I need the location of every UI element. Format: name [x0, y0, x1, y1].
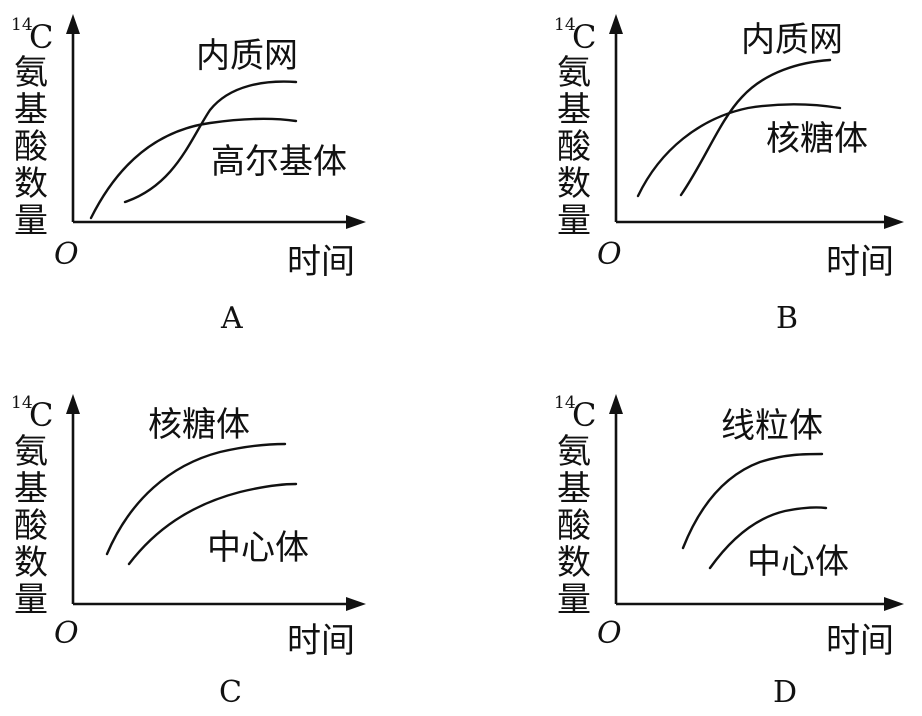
- panel-c-ylabel-c: C: [29, 396, 53, 434]
- panel-b-ylabel-char-4: 数: [557, 164, 591, 204]
- panel-d-ylabel-char-4: 数: [557, 543, 591, 583]
- panel-c-curve-label-1: 核糖体: [148, 405, 250, 445]
- panel-b-y-arrow: [609, 14, 623, 34]
- panel-d-ylabel-char-3: 酸: [557, 506, 591, 546]
- panel-c-ylabel-char-4: 数: [14, 543, 48, 583]
- panel-c-curve-label-2: 中心体: [207, 528, 309, 568]
- panel-a-y-arrow: [66, 14, 80, 34]
- panel-b-ylabel-c: C: [572, 18, 596, 56]
- panel-c-ylabel-char-3: 酸: [14, 506, 48, 546]
- panel-a-letter: A: [220, 301, 243, 336]
- panel-c-ylabel-char-1: 氨: [14, 432, 48, 472]
- panel-a-curve-label-1: 内质网: [196, 36, 298, 76]
- panel-a-ylabel-char-3: 酸: [14, 127, 48, 167]
- panel-d-curve-label-2: 中心体: [747, 542, 849, 582]
- panel-b-ylabel-char-2: 基: [557, 90, 591, 130]
- panel-a-ylabel-superscript: 14: [11, 15, 33, 35]
- panel-a-curve-er: [123, 80, 298, 204]
- panel-d-ylabel-c: C: [572, 396, 596, 434]
- panel-b-curve-label-2: 核糖体: [766, 119, 868, 159]
- panel-d-y-arrow: [609, 394, 623, 414]
- panel-b-origin: O: [597, 237, 622, 272]
- panel-c-x-arrow: [346, 597, 366, 611]
- panel-c-origin: O: [54, 616, 79, 651]
- panel-c-letter: C: [219, 675, 242, 710]
- panel-c-curve-centrosome: [127, 482, 298, 566]
- panel-d-ylabel-char-1: 氨: [557, 432, 591, 472]
- panel-c-curve-ribosome: [105, 442, 287, 556]
- panel-d-ylabel-char-2: 基: [557, 469, 591, 509]
- panel-d-letter: D: [773, 675, 797, 710]
- panel-b-ylabel-char-5: 量: [557, 201, 591, 241]
- panel-b-ylabel-char-3: 酸: [557, 127, 591, 167]
- panel-c-y-arrow: [66, 394, 80, 414]
- panel-d-origin: O: [597, 616, 622, 651]
- panel-b-ylabel-superscript: 14: [554, 15, 576, 35]
- panel-a-origin: O: [54, 237, 79, 272]
- panel-b-ylabel-char-1: 氨: [557, 53, 591, 93]
- panel-a-ylabel-char-4: 数: [14, 164, 48, 204]
- panel-d-x-arrow: [884, 597, 904, 611]
- panel-d-curve-label-1: 线粒体: [721, 406, 823, 446]
- panel-c: 14 C 氨 基 酸 数 量 O 时间 C 核糖体 中心体: [11, 393, 366, 710]
- panel-b-xlabel: 时间: [826, 242, 894, 282]
- panel-b-curve-label-1: 内质网: [741, 20, 843, 60]
- panel-d-xlabel: 时间: [826, 621, 894, 661]
- panel-c-ylabel-char-2: 基: [14, 469, 48, 509]
- panel-a-x-arrow: [346, 215, 366, 229]
- panel-a-ylabel-char-5: 量: [14, 201, 48, 241]
- panel-a-ylabel-char-2: 基: [14, 90, 48, 130]
- panel-b-curve-er: [679, 58, 832, 197]
- panel-c-ylabel-superscript: 14: [11, 393, 33, 413]
- panel-a: 14 C 氨 基 酸 数 量 O 时间 A 内质网 高尔基体: [11, 14, 366, 336]
- panel-b-x-arrow: [884, 215, 904, 229]
- panel-a-ylabel-char-1: 氨: [14, 53, 48, 93]
- panel-a-curve-golgi: [89, 117, 298, 220]
- panel-d-ylabel-char-5: 量: [557, 580, 591, 620]
- panel-a-ylabel-c: C: [29, 18, 53, 56]
- panel-c-xlabel: 时间: [287, 621, 355, 661]
- panel-d: 14 C 氨 基 酸 数 量 O 时间 D 线粒体 中心体: [554, 393, 904, 710]
- panel-a-xlabel: 时间: [287, 242, 355, 282]
- panel-d-curve-centrosome: [708, 506, 828, 570]
- panel-b-letter: B: [776, 301, 798, 336]
- panel-d-curve-mitochondria: [681, 452, 824, 550]
- panel-d-ylabel-superscript: 14: [554, 393, 576, 413]
- panel-a-curve-label-2: 高尔基体: [211, 142, 347, 182]
- panel-c-ylabel-char-5: 量: [14, 580, 48, 620]
- panel-b: 14 C 氨 基 酸 数 量 O 时间 B 内质网 核糖体: [554, 14, 904, 336]
- panel-b-curve-ribosome: [636, 103, 842, 198]
